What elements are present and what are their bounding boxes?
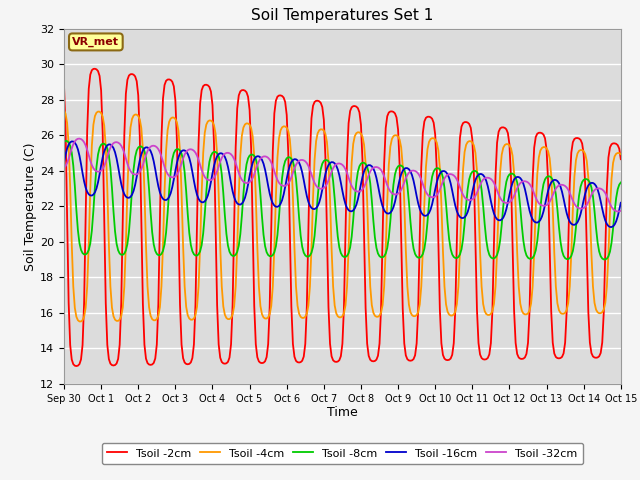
Line: Tsoil -32cm: Tsoil -32cm — [64, 139, 621, 212]
Tsoil -4cm — [379, 302, 387, 308]
Tsoil -16cm — [397, 171, 405, 177]
Line: Tsoil -4cm: Tsoil -4cm — [64, 110, 621, 322]
Tsoil -2cm — [60, 83, 68, 88]
Tsoil -32cm — [617, 208, 625, 214]
Line: Tsoil -8cm: Tsoil -8cm — [64, 141, 621, 259]
Tsoil -2cm — [72, 363, 80, 369]
Tsoil -2cm — [91, 66, 99, 72]
Tsoil -32cm — [614, 209, 621, 215]
Tsoil -4cm — [410, 313, 417, 319]
Tsoil -4cm — [76, 319, 83, 324]
X-axis label: Time: Time — [327, 407, 358, 420]
Tsoil -32cm — [397, 187, 405, 193]
Tsoil -4cm — [397, 144, 405, 150]
Tsoil -16cm — [550, 177, 558, 183]
Title: Soil Temperatures Set 1: Soil Temperatures Set 1 — [252, 9, 433, 24]
Tsoil -8cm — [165, 188, 173, 193]
Tsoil -4cm — [77, 319, 85, 324]
Tsoil -16cm — [77, 161, 85, 167]
Text: VR_met: VR_met — [72, 37, 119, 47]
Tsoil -8cm — [77, 247, 85, 253]
Tsoil -32cm — [60, 165, 68, 171]
Tsoil -16cm — [608, 224, 616, 230]
Tsoil -32cm — [410, 168, 417, 173]
Tsoil -4cm — [165, 119, 173, 125]
Legend: Tsoil -2cm, Tsoil -4cm, Tsoil -8cm, Tsoil -16cm, Tsoil -32cm: Tsoil -2cm, Tsoil -4cm, Tsoil -8cm, Tsoi… — [102, 443, 583, 464]
Tsoil -32cm — [165, 173, 173, 179]
Tsoil -16cm — [60, 160, 68, 166]
Tsoil -8cm — [61, 138, 69, 144]
Tsoil -2cm — [77, 357, 85, 362]
Tsoil -8cm — [550, 182, 558, 188]
Tsoil -32cm — [379, 170, 387, 176]
Tsoil -4cm — [550, 250, 558, 256]
Tsoil -4cm — [60, 107, 68, 113]
Tsoil -2cm — [412, 352, 419, 358]
Tsoil -16cm — [379, 204, 387, 209]
Y-axis label: Soil Temperature (C): Soil Temperature (C) — [24, 142, 37, 271]
Tsoil -2cm — [399, 306, 406, 312]
Tsoil -8cm — [410, 246, 417, 252]
Tsoil -32cm — [550, 189, 558, 194]
Tsoil -8cm — [60, 139, 68, 145]
Tsoil -32cm — [77, 136, 85, 142]
Tsoil -8cm — [617, 180, 625, 185]
Tsoil -16cm — [617, 200, 625, 205]
Tsoil -32cm — [76, 136, 83, 142]
Line: Tsoil -16cm: Tsoil -16cm — [64, 142, 621, 227]
Tsoil -16cm — [410, 178, 417, 183]
Tsoil -2cm — [167, 77, 175, 83]
Tsoil -16cm — [165, 194, 173, 200]
Tsoil -4cm — [617, 151, 625, 157]
Tsoil -8cm — [602, 256, 609, 262]
Tsoil -2cm — [552, 354, 559, 360]
Tsoil -16cm — [68, 139, 76, 144]
Tsoil -2cm — [617, 156, 625, 162]
Line: Tsoil -2cm: Tsoil -2cm — [64, 69, 621, 366]
Tsoil -8cm — [379, 254, 387, 260]
Tsoil -8cm — [397, 163, 405, 168]
Tsoil -2cm — [380, 160, 388, 166]
